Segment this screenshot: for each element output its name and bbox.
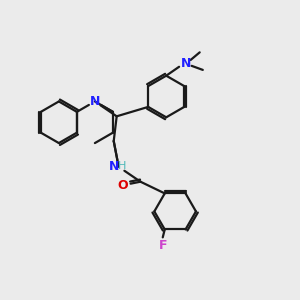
Text: F: F [158,239,167,252]
Text: O: O [117,179,128,192]
Text: H: H [118,161,126,171]
Text: N: N [90,95,100,108]
Text: N: N [181,57,191,70]
Text: N: N [109,160,119,173]
